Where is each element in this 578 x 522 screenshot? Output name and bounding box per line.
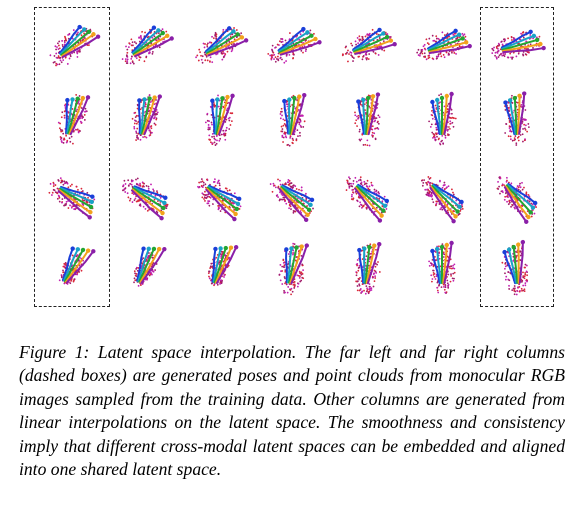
pose-thumbnail — [409, 84, 475, 150]
pose-thumbnail — [334, 10, 400, 76]
interpolation-figure — [0, 0, 578, 330]
pose-thumbnail — [409, 233, 475, 299]
pose-thumbnail — [112, 10, 178, 76]
pose-thumbnail — [409, 160, 475, 226]
pose-thumbnail — [186, 10, 252, 76]
pose-thumbnail — [259, 84, 325, 150]
pose-thumbnail — [39, 233, 105, 299]
caption-label: Figure 1: — [19, 342, 89, 362]
pose-thumbnail — [409, 10, 475, 76]
pose-thumbnail — [186, 233, 252, 299]
pose-thumbnail — [259, 10, 325, 76]
pose-thumbnail — [39, 160, 105, 226]
pose-thumbnail — [186, 84, 252, 150]
pose-thumbnail — [483, 160, 549, 226]
pose-thumbnail — [39, 84, 105, 150]
pose-thumbnail — [112, 233, 178, 299]
pose-thumbnail — [483, 10, 549, 76]
pose-thumbnail — [334, 160, 400, 226]
pose-thumbnail — [112, 84, 178, 150]
caption-text: Latent space interpolation. The far left… — [19, 342, 565, 479]
pose-thumbnail — [483, 84, 549, 150]
pose-thumbnail — [39, 10, 105, 76]
pose-thumbnail — [112, 160, 178, 226]
pose-thumbnail — [259, 233, 325, 299]
pose-thumbnail — [259, 160, 325, 226]
figure-caption: Figure 1: Latent space interpolation. Th… — [19, 341, 565, 481]
pose-thumbnail — [483, 233, 549, 299]
pose-thumbnail — [186, 160, 252, 226]
pose-thumbnail — [334, 233, 400, 299]
pose-thumbnail — [334, 84, 400, 150]
